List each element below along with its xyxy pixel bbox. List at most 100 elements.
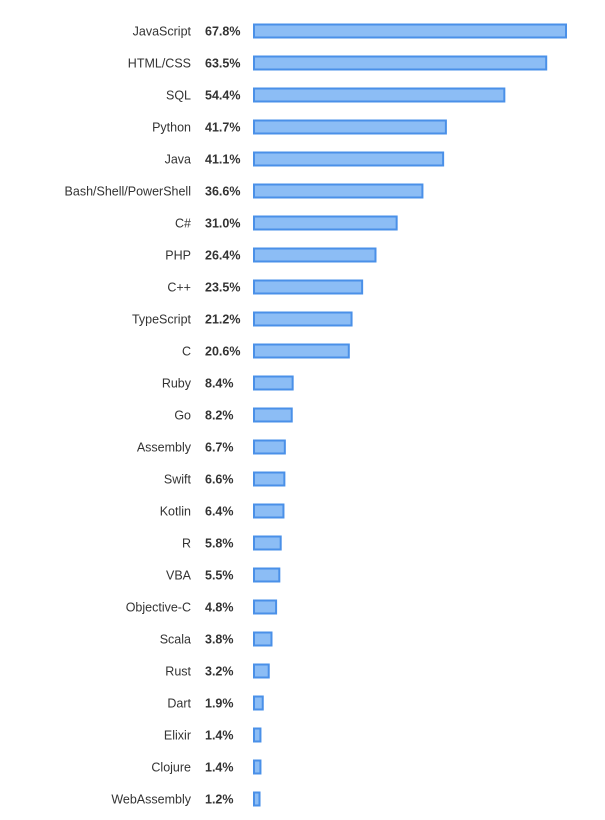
category-label-go: Go [174,409,191,423]
bar-rust [253,663,270,679]
category-label-c: C [182,345,191,359]
bar-cplusplus [253,279,364,295]
bar-row-kotlin: Kotlin 6.4% [160,503,285,519]
category-label-html-css: HTML/CSS [128,57,191,71]
value-label-clojure: 1.4% [205,761,234,775]
bar-elixir [253,727,262,743]
value-label-java: 41.1% [205,153,240,167]
bar-html-css [253,55,548,71]
category-label-bash-shell-powershell: Bash/Shell/PowerShell [65,185,191,199]
value-label-kotlin: 6.4% [205,505,234,519]
bar-assembly [253,439,286,455]
value-label-html-css: 63.5% [205,57,240,71]
bar-javascript [253,23,567,39]
category-label-sql: SQL [166,89,191,103]
value-label-bash-shell-powershell: 36.6% [205,185,240,199]
value-label-typescript: 21.2% [205,313,240,327]
category-label-webassembly: WebAssembly [111,793,191,807]
bar-row-swift: Swift 6.6% [164,471,286,487]
bar-r [253,535,282,551]
bar-row-elixir: Elixir 1.4% [164,727,262,743]
category-label-php: PHP [165,249,191,263]
bar-row-rust: Rust 3.2% [165,663,270,679]
value-label-rust: 3.2% [205,665,234,679]
category-label-kotlin: Kotlin [160,505,191,519]
category-label-assembly: Assembly [137,441,192,455]
bar-python [253,119,447,135]
bar-row-csharp: C# 31.0% [175,215,398,231]
bar-row-r: R 5.8% [182,535,282,551]
value-label-go: 8.2% [205,409,234,423]
category-label-elixir: Elixir [164,729,191,743]
value-label-javascript: 67.8% [205,25,240,39]
bar-row-scala: Scala 3.8% [160,631,273,647]
category-label-objective-c: Objective-C [126,601,191,615]
bar-row-assembly: Assembly 6.7% [137,439,286,455]
category-label-csharp: C# [175,217,191,231]
bar-row-html-css: HTML/CSS 63.5% [128,55,548,71]
bar-dart [253,695,264,711]
value-label-sql: 54.4% [205,89,240,103]
bar-row-java: Java 41.1% [165,151,445,167]
category-label-typescript: TypeScript [132,313,192,327]
chart-rows: JavaScript 67.8% HTML/CSS 63.5% SQL 54.4% Pyth… [65,23,567,807]
bar-row-vba: VBA 5.5% [166,567,281,583]
category-label-dart: Dart [167,697,191,711]
bar-objective-c [253,599,278,615]
bar-row-webassembly: WebAssembly 1.2% [111,791,261,807]
bar-bash-shell-powershell [253,183,424,199]
bar-csharp [253,215,398,231]
category-label-rust: Rust [165,665,191,679]
bar-row-go: Go 8.2% [174,407,293,423]
value-label-elixir: 1.4% [205,729,234,743]
category-label-vba: VBA [166,569,192,583]
category-label-java: Java [165,153,191,167]
category-label-javascript: JavaScript [133,25,192,39]
category-label-ruby: Ruby [162,377,192,391]
bar-row-objective-c: Objective-C 4.8% [126,599,278,615]
value-label-objective-c: 4.8% [205,601,234,615]
bar-webassembly [253,791,261,807]
bar-c [253,343,350,359]
category-label-cplusplus: C++ [167,281,191,295]
bar-typescript [253,311,353,327]
value-label-python: 41.7% [205,121,240,135]
bar-ruby [253,375,294,391]
bar-row-dart: Dart 1.9% [167,695,264,711]
category-label-clojure: Clojure [151,761,191,775]
category-label-scala: Scala [160,633,191,647]
category-label-python: Python [152,121,191,135]
value-label-ruby: 8.4% [205,377,234,391]
value-label-vba: 5.5% [205,569,234,583]
bar-row-sql: SQL 54.4% [166,87,506,103]
value-label-dart: 1.9% [205,697,234,711]
value-label-scala: 3.8% [205,633,234,647]
value-label-assembly: 6.7% [205,441,234,455]
bar-sql [253,87,506,103]
bar-clojure [253,759,262,775]
bar-go [253,407,293,423]
value-label-webassembly: 1.2% [205,793,234,807]
bar-row-ruby: Ruby 8.4% [162,375,294,391]
category-label-r: R [182,537,191,551]
bar-scala [253,631,273,647]
value-label-swift: 6.6% [205,473,234,487]
value-label-r: 5.8% [205,537,234,551]
value-label-csharp: 31.0% [205,217,240,231]
bar-swift [253,471,286,487]
bar-row-python: Python 41.7% [152,119,447,135]
bar-row-clojure: Clojure 1.4% [151,759,262,775]
bar-row-bash-shell-powershell: Bash/Shell/PowerShell 36.6% [65,183,424,199]
bar-row-cplusplus: C++ 23.5% [167,279,364,295]
category-label-swift: Swift [164,473,192,487]
value-label-c: 20.6% [205,345,240,359]
bar-row-c: C 20.6% [182,343,350,359]
bar-row-php: PHP 26.4% [165,247,377,263]
bar-row-javascript: JavaScript 67.8% [133,23,567,39]
value-label-php: 26.4% [205,249,240,263]
bar-row-typescript: TypeScript 21.2% [132,311,353,327]
value-label-cplusplus: 23.5% [205,281,240,295]
bar-php [253,247,377,263]
bar-vba [253,567,281,583]
